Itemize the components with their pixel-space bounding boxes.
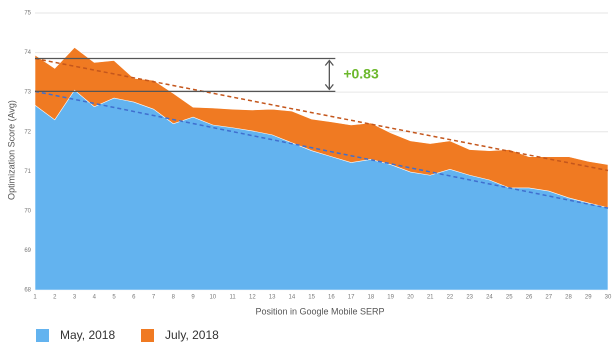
y-tick-label: 71 <box>24 169 31 175</box>
y-tick-label: 75 <box>24 11 31 17</box>
x-tick-label: 14 <box>289 295 296 301</box>
x-tick-label: 25 <box>506 295 513 301</box>
y-tick-label: 70 <box>24 208 31 214</box>
x-tick-label: 24 <box>486 295 493 301</box>
x-tick-label: 9 <box>191 295 195 301</box>
y-tick-label: 72 <box>24 129 31 135</box>
y-tick-label: 69 <box>24 248 31 254</box>
x-tick-label: 22 <box>447 295 454 301</box>
arrow-head <box>324 59 334 91</box>
x-tick-label: 13 <box>269 295 276 301</box>
legend-label: July, 2018 <box>165 328 219 342</box>
y-tick-label: 74 <box>24 50 31 56</box>
x-tick-label: 4 <box>93 295 97 301</box>
x-tick-label: 3 <box>73 295 77 301</box>
x-tick-label: 28 <box>565 295 572 301</box>
x-tick-label: 20 <box>407 295 414 301</box>
x-tick-label: 15 <box>308 295 315 301</box>
x-tick-label: 19 <box>387 295 394 301</box>
x-tick-label: 12 <box>249 295 256 301</box>
area <box>34 89 609 291</box>
x-tick-label: 8 <box>172 295 176 301</box>
y-tick-label: 68 <box>24 288 31 294</box>
legend-swatch <box>141 329 154 342</box>
x-tick-label: 21 <box>427 295 434 301</box>
y-tick-label: 73 <box>24 90 31 96</box>
x-tick-label: 27 <box>545 295 552 301</box>
x-axis-label: Position in Google Mobile SERP <box>255 306 384 316</box>
x-tick-label: 10 <box>209 295 216 301</box>
y-axis-label: Optimization Score (Avg) <box>6 100 16 200</box>
legend-label: May, 2018 <box>60 328 115 342</box>
annotation-text: +0.83 <box>343 66 379 82</box>
x-tick-label: 26 <box>526 295 533 301</box>
legend-swatch <box>36 329 49 342</box>
x-tick-label: 2 <box>53 295 57 301</box>
x-tick-label: 1 <box>33 295 37 301</box>
x-tick-label: 18 <box>368 295 375 301</box>
x-tick-label: 29 <box>585 295 592 301</box>
x-tick-label: 7 <box>152 295 156 301</box>
x-tick-label: 16 <box>328 295 335 301</box>
x-tick-label: 30 <box>605 295 612 301</box>
x-tick-label: 6 <box>132 295 136 301</box>
x-tick-label: 23 <box>466 295 473 301</box>
x-tick-label: 11 <box>229 295 236 301</box>
trend-line <box>34 57 609 172</box>
x-tick-label: 5 <box>112 295 116 301</box>
x-tick-label: 17 <box>348 295 355 301</box>
